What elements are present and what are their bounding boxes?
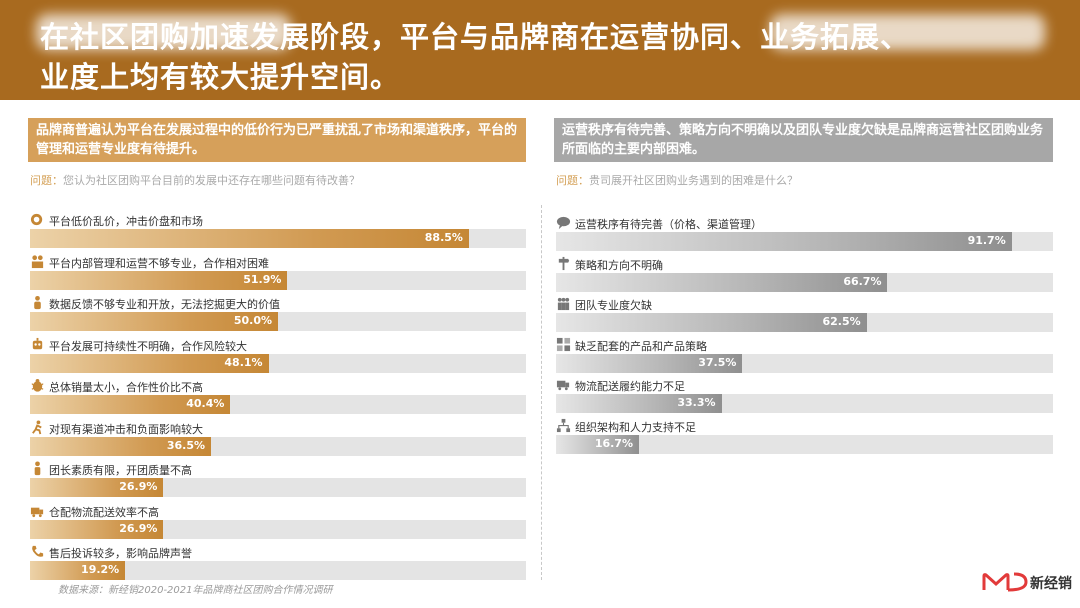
bar: 48.1% bbox=[30, 353, 269, 373]
category-label: 数据反馈不够专业和开放，无法挖掘更大的价值 bbox=[49, 298, 280, 311]
bar-value-label: 91.7% bbox=[967, 234, 1006, 247]
brand-name: 新经销 bbox=[1030, 576, 1072, 592]
page-title-line-2: 业度上均有较大提升空间。 bbox=[40, 60, 401, 94]
bar-value-label: 16.7% bbox=[594, 436, 633, 450]
grid-icon bbox=[556, 337, 571, 351]
bar: 33.3% bbox=[556, 394, 722, 413]
bar-track: 19.2% bbox=[30, 561, 526, 580]
bar-value-label: 33.3% bbox=[677, 396, 716, 409]
category-label: 组织架构和人力支持不足 bbox=[575, 420, 696, 434]
robot-icon bbox=[32, 337, 43, 349]
question-label: 问题： bbox=[556, 174, 589, 187]
category-label: 平台低价乱价，冲击价盘和市场 bbox=[49, 215, 203, 228]
speech-cloud-icon bbox=[556, 216, 571, 230]
category-label: 物流配送履约能力不足 bbox=[575, 380, 685, 393]
redaction-blur bbox=[770, 14, 1045, 50]
bar-value-label: 48.1% bbox=[224, 355, 263, 369]
left-question: 问题：您认为社区团购平台目前的发展中还存在哪些问题有待改善？ bbox=[30, 172, 360, 188]
category-label: 总体销量太小，合作性价比不高 bbox=[49, 381, 203, 394]
data-icon bbox=[34, 295, 41, 310]
bar-track: 51.9% bbox=[30, 270, 526, 290]
phone-icon bbox=[32, 545, 44, 557]
bug-icon bbox=[31, 378, 44, 392]
right-summary-banner: 运营秩序有待完善、策略方向不明确以及团队专业度欠缺是品牌商运营社区团购业务所面临… bbox=[554, 118, 1053, 162]
bar-value-label: 19.2% bbox=[81, 563, 120, 576]
bar-track: 33.3% bbox=[556, 394, 1053, 413]
bar-track: 62.5% bbox=[556, 313, 1053, 332]
team-icon bbox=[557, 297, 570, 311]
runner-icon bbox=[32, 419, 42, 434]
person-icon bbox=[34, 461, 41, 476]
redaction-blur bbox=[36, 14, 291, 50]
category-label: 对现有渠道冲击和负面影响较大 bbox=[49, 422, 203, 436]
category-label: 团队专业度欠缺 bbox=[575, 299, 652, 312]
bar-track: 40.4% bbox=[30, 395, 526, 414]
bar: 16.7% bbox=[556, 434, 639, 454]
bar: 26.9% bbox=[30, 519, 164, 539]
bar: 36.5% bbox=[30, 436, 212, 456]
brand-logo-mark bbox=[982, 572, 1028, 592]
bar-value-label: 36.5% bbox=[166, 438, 206, 452]
org-chart-icon bbox=[556, 418, 571, 432]
bar-track: 26.9% bbox=[30, 519, 526, 539]
bar: 50.0% bbox=[30, 312, 278, 331]
category-label: 售后投诉较多，影响品牌声誉 bbox=[49, 547, 192, 560]
bar-track: 88.5% bbox=[30, 229, 526, 248]
bar-value-label: 88.5% bbox=[424, 231, 463, 244]
bar-track: 50.0% bbox=[30, 312, 526, 331]
category-label: 仓配物流配送效率不高 bbox=[49, 505, 159, 519]
truck-icon bbox=[556, 380, 570, 391]
bar-value-label: 62.5% bbox=[822, 315, 861, 328]
bar: 66.7% bbox=[556, 272, 888, 292]
question-label: 问题： bbox=[30, 174, 63, 187]
bar-track: 26.9% bbox=[30, 478, 526, 497]
bar-value-label: 66.7% bbox=[843, 274, 882, 288]
panel-divider bbox=[541, 205, 542, 580]
bar: 26.9% bbox=[30, 478, 164, 497]
category-label: 运营秩序有待完善（价格、渠道管理） bbox=[575, 218, 762, 231]
bar-value-label: 51.9% bbox=[243, 272, 282, 286]
category-label: 策略和方向不明确 bbox=[575, 258, 663, 272]
category-label: 平台发展可持续性不明确，合作风险较大 bbox=[49, 339, 247, 353]
bar-track: 16.7% bbox=[556, 434, 1053, 454]
category-label: 团长素质有限，开团质量不高 bbox=[49, 464, 192, 477]
bar-value-label: 26.9% bbox=[119, 480, 158, 493]
bar-track: 91.7% bbox=[556, 232, 1053, 251]
coins-icon bbox=[30, 213, 43, 226]
bar-track: 36.5% bbox=[30, 436, 526, 456]
bar-track: 48.1% bbox=[30, 353, 526, 373]
left-summary-banner: 品牌商普遍认为平台在发展过程中的低价行为已严重扰乱了市场和渠道秩序，平台的管理和… bbox=[28, 118, 526, 162]
bar: 40.4% bbox=[30, 395, 231, 414]
bar-value-label: 50.0% bbox=[233, 314, 272, 327]
question-text: 贵司展开社区团购业务遇到的困难是什么？ bbox=[589, 174, 798, 187]
bar-value-label: 26.9% bbox=[119, 521, 158, 535]
delivery-icon bbox=[30, 507, 44, 517]
bar-track: 66.7% bbox=[556, 272, 1053, 292]
bar-track: 37.5% bbox=[556, 353, 1053, 373]
title-banner: 在社区团购加速发展阶段，平台与品牌商在运营协同、业务拓展、 业度上均有较大提升空… bbox=[0, 0, 1080, 100]
bar: 88.5% bbox=[30, 229, 469, 248]
data-source-note: 数据来源：新经销2020-2021年品牌商社区团购合作情况调研 bbox=[58, 585, 333, 596]
category-label: 缺乏配套的产品和产品策略 bbox=[575, 339, 707, 353]
signpost-icon bbox=[558, 256, 570, 270]
bar: 91.7% bbox=[556, 232, 1012, 251]
bar-value-label: 37.5% bbox=[698, 355, 737, 369]
bar: 37.5% bbox=[556, 353, 743, 373]
bar-value-label: 40.4% bbox=[186, 397, 225, 410]
people-icon bbox=[31, 254, 44, 268]
bar: 62.5% bbox=[556, 313, 867, 332]
question-text: 您认为社区团购平台目前的发展中还存在哪些问题有待改善？ bbox=[63, 174, 360, 187]
right-question: 问题：贵司展开社区团购业务遇到的困难是什么？ bbox=[556, 172, 798, 188]
bar: 19.2% bbox=[30, 561, 126, 580]
category-label: 平台内部管理和运营不够专业，合作相对困难 bbox=[49, 256, 269, 270]
bar: 51.9% bbox=[30, 270, 288, 290]
